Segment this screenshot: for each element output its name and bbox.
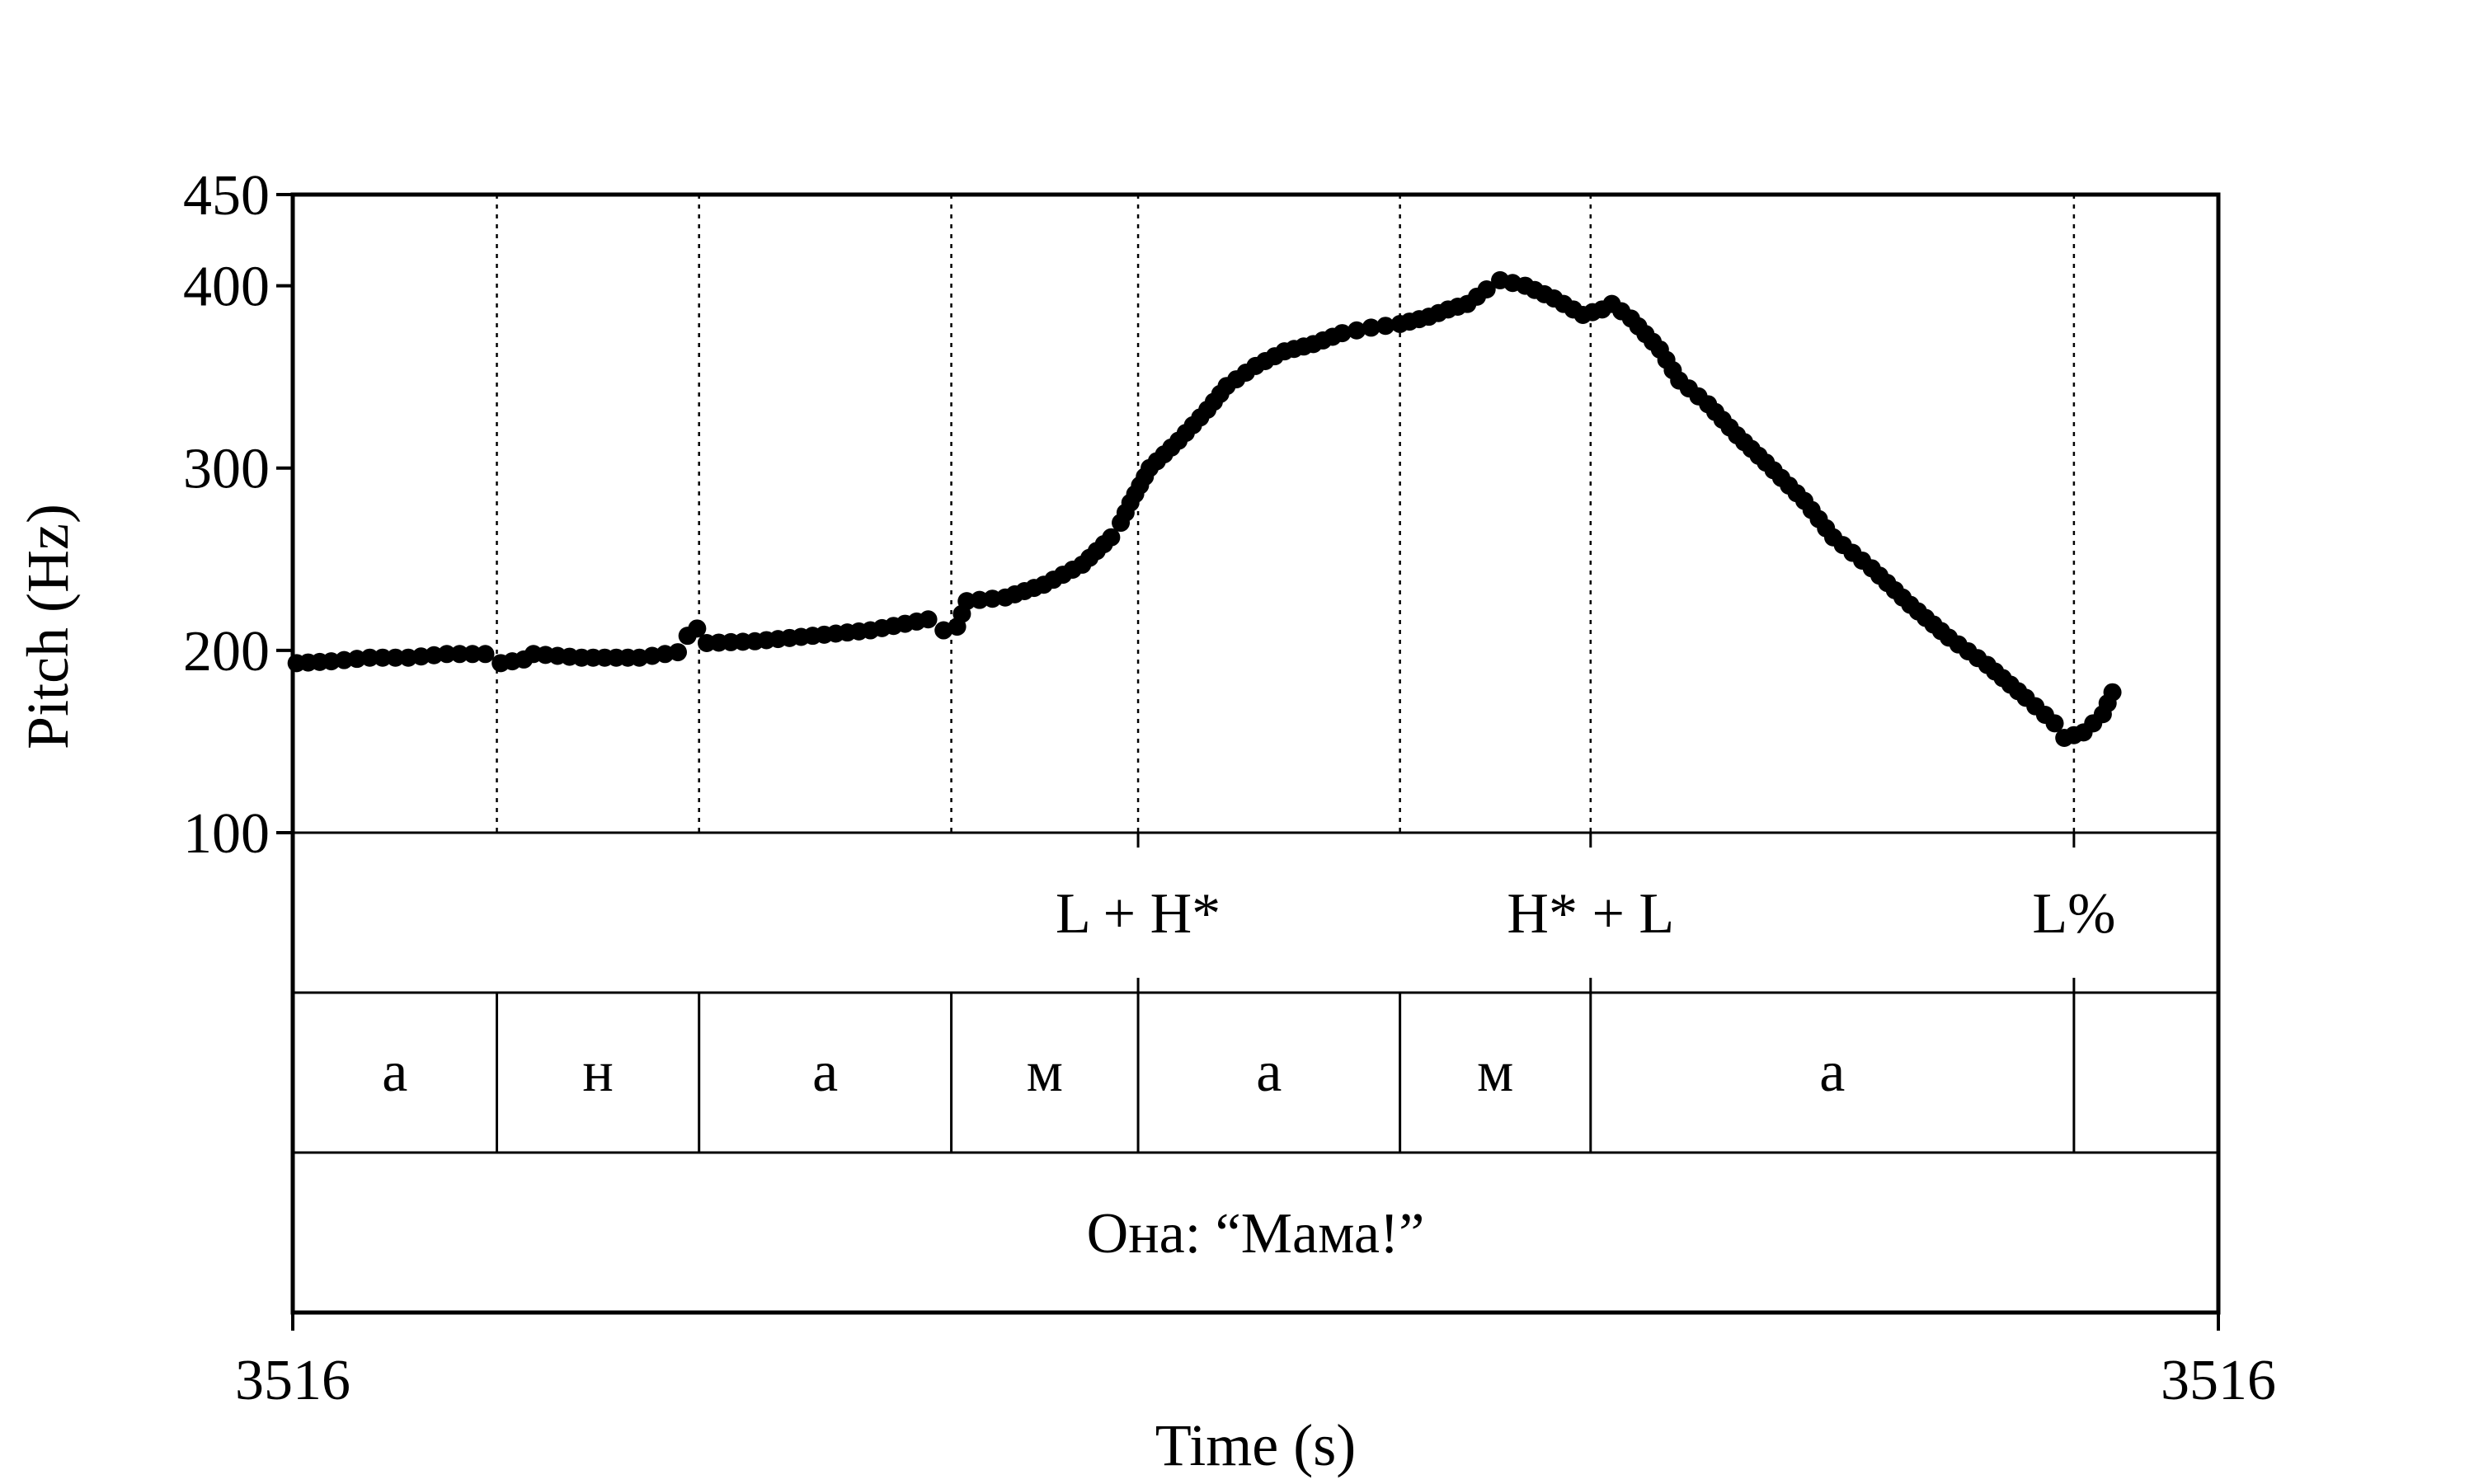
tone-tier: L + H* H* + L L% (1056, 882, 2115, 946)
pitch-point (688, 619, 707, 638)
pitch-point (386, 648, 405, 667)
pitch-point (1348, 321, 1366, 340)
pitch-point (669, 643, 687, 662)
y-tick-label: 300 (183, 438, 270, 501)
sentence-label: Она: “Мама!” (1087, 1202, 1425, 1266)
x-axis-title: Time (s) (1155, 1412, 1356, 1478)
tone-label: L% (2032, 882, 2115, 946)
x-axis: 3516 3516 (235, 1313, 2276, 1412)
segment-label: а (1256, 1040, 1282, 1104)
y-axis: 100 200 300 400 450 (183, 164, 293, 866)
y-tick-label: 200 (183, 620, 270, 683)
pitch-point (1333, 324, 1352, 343)
pitch-point (1477, 279, 1496, 298)
boundary-lines (496, 195, 2076, 833)
x-tick-label: 3516 (235, 1349, 350, 1412)
pitch-points (287, 270, 2122, 748)
pitch-point (1362, 318, 1380, 337)
pitch-point (437, 645, 456, 664)
pitch-point (476, 645, 495, 664)
pitch-point (463, 645, 482, 664)
y-tick-label: 450 (183, 164, 270, 228)
pitch-point (1376, 317, 1395, 336)
segment-label: а (382, 1040, 407, 1104)
y-axis-title: Pitch (Hz) (15, 504, 81, 749)
pitch-point (360, 648, 379, 667)
pitch-point (1102, 528, 1121, 547)
segment-label: а (1819, 1040, 1845, 1104)
plot-frame (290, 192, 2221, 1315)
segment-label: м (1477, 1040, 1513, 1104)
segment-label: н (582, 1040, 613, 1104)
pitch-point (2103, 683, 2122, 702)
y-tick-label: 400 (183, 256, 270, 319)
tier-lines (290, 192, 2221, 1315)
pitch-point (373, 648, 392, 667)
segment-label: м (1027, 1040, 1063, 1104)
pitch-point (2045, 714, 2064, 733)
sentence-tier: Она: “Мама!” (1087, 1202, 1425, 1266)
y-tick-label: 100 (183, 802, 270, 866)
pitch-point (450, 645, 469, 664)
tone-label: H* + L (1507, 882, 1674, 946)
pitch-point (919, 610, 938, 629)
tone-label: L + H* (1056, 882, 1221, 946)
segment-label: а (812, 1040, 838, 1104)
x-tick-label: 3516 (2161, 1349, 2276, 1412)
